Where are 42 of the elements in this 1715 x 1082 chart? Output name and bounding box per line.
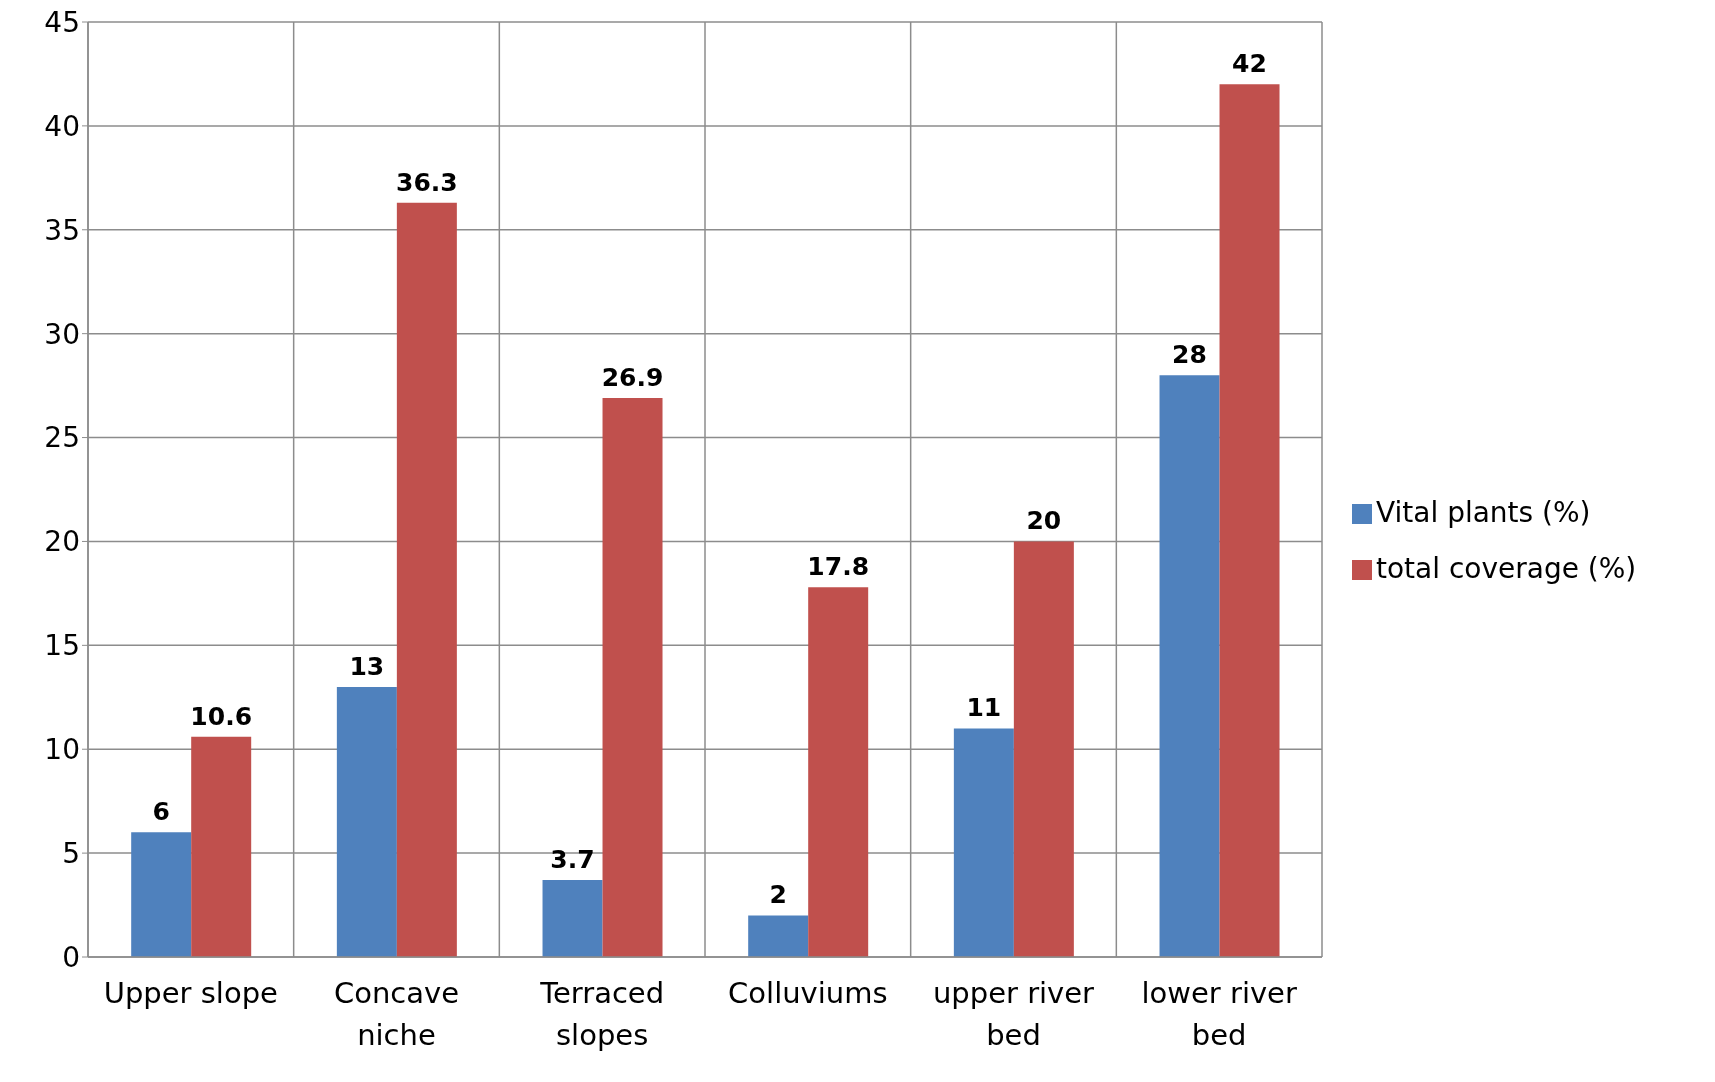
data-label: 26.9: [601, 363, 664, 393]
bar: [808, 587, 869, 957]
y-tick-label: 30: [44, 317, 80, 351]
data-label: 3.7: [550, 845, 595, 875]
y-tick-label: 45: [44, 5, 80, 39]
data-label: 28: [1172, 340, 1207, 370]
bar: [1159, 375, 1220, 957]
y-tick-label: 10: [44, 733, 80, 767]
x-tick-label: lower river bed: [1141, 976, 1297, 1052]
y-tick-label: 15: [44, 629, 80, 663]
data-label: 42: [1232, 49, 1267, 79]
bar: [191, 736, 252, 957]
y-tick-label: 20: [44, 525, 80, 559]
legend-label: Vital plants (%): [1376, 496, 1591, 529]
data-label: 20: [1026, 506, 1062, 536]
y-tick-label: 40: [44, 109, 80, 143]
y-tick-label: 25: [44, 421, 80, 455]
x-tick-label: Terraced slopes: [539, 976, 665, 1052]
y-tick-label: 5: [62, 837, 80, 871]
bar: [336, 686, 397, 957]
bar: [542, 880, 603, 957]
bar: [131, 832, 192, 957]
bar: [602, 398, 663, 957]
data-label: 10.6: [190, 701, 253, 731]
bar: [748, 915, 809, 957]
bar: [953, 728, 1014, 957]
data-label: 6: [152, 797, 170, 827]
data-label: 13: [349, 651, 385, 681]
data-label: 17.8: [807, 552, 870, 582]
bar: [396, 202, 457, 957]
legend-label: total coverage (%): [1376, 552, 1637, 585]
data-label: 2: [769, 880, 787, 910]
x-tick-label: Concave niche: [333, 976, 460, 1052]
x-tick-label: Upper slope: [103, 976, 278, 1010]
data-label: 11: [966, 693, 1002, 723]
x-tick-label: upper river bed: [932, 976, 1095, 1052]
y-tick-label: 35: [44, 213, 80, 247]
y-tick-label: 0: [62, 940, 80, 974]
data-label: 36.3: [396, 167, 458, 197]
bar: [1219, 84, 1280, 957]
x-tick-label: Colluviums: [728, 976, 888, 1010]
bar: [1013, 541, 1074, 957]
